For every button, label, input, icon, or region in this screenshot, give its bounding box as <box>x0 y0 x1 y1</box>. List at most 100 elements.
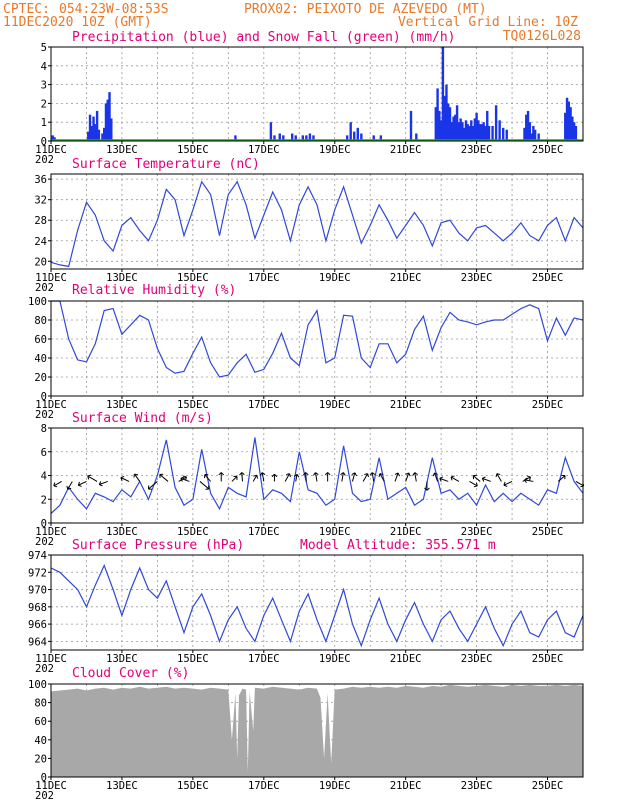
temperature-panel: 20 24 28 32 36 11DEC 13DEC 15DEC 17DEC 19DEC 21DEC… <box>34 173 584 294</box>
precip-bar <box>92 116 95 141</box>
precip-bar <box>305 135 308 141</box>
precip-bar <box>471 125 475 141</box>
header-grid-note: Vertical Grid Line: 10Z <box>398 15 578 30</box>
precip-bar <box>312 135 315 141</box>
precip-xtick-label: 25DEC <box>532 144 564 156</box>
precip-bar <box>494 105 498 141</box>
cloud-ytick-label: 60 <box>34 716 47 728</box>
temperature-xtick-label: 19DEC <box>319 272 351 284</box>
pressure-xtick-label: 23DEC <box>461 653 493 665</box>
precip-bar <box>345 135 349 141</box>
wind-arrow <box>524 477 534 484</box>
wind-arrow <box>302 472 309 482</box>
precip-bar <box>353 131 356 141</box>
precip-frame <box>50 46 584 142</box>
wind-arrow <box>159 473 169 482</box>
model-altitude: Model Altitude: 355.571 m <box>300 538 496 553</box>
pressure-xtick-label: 25DEC <box>532 653 564 665</box>
wind-arrow <box>412 472 418 482</box>
precip-bar <box>461 122 464 141</box>
humidity-year-stub: 202 <box>35 409 54 421</box>
pressure-ytick-label: 972 <box>28 567 47 579</box>
cloud-xtick-label: 19DEC <box>319 780 351 792</box>
wind-arrow <box>204 474 211 482</box>
precip-bar <box>450 122 453 141</box>
humidity-xtick-label: 19DEC <box>319 399 351 411</box>
wind-arrow <box>557 474 566 482</box>
precip-bar <box>53 137 56 141</box>
pressure-title: Surface Pressure (hPa) <box>72 538 244 553</box>
humidity-panel: 0 20 40 60 80 100 11DEC 13DEC 15DEC 17DEC 19DEC 21D… <box>28 296 584 421</box>
precip-bar <box>567 101 571 141</box>
wind-arrow <box>77 480 87 487</box>
header-date: 11DEC2020 10Z (GMT) <box>3 15 152 30</box>
cloud-panel: 0 20 40 60 80 100 11DEC 13DEC 15DEC 17DEC 19DEC 21D… <box>28 679 584 800</box>
precip-bar <box>498 120 501 141</box>
precip-bar <box>525 114 528 141</box>
precip-bar <box>533 129 537 141</box>
precip-bar <box>473 118 477 141</box>
precip-bar <box>454 114 457 141</box>
temperature-xtick-label: 13DEC <box>106 272 138 284</box>
precip-bar <box>530 133 533 141</box>
precip-bar <box>415 133 418 141</box>
wind-arrow <box>439 476 449 482</box>
wind-arrow <box>432 472 439 482</box>
precip-bar <box>308 133 312 141</box>
precip-bar <box>110 118 113 141</box>
precip-bar <box>484 125 487 141</box>
precip-panel: 0 1 2 3 4 5 11DEC 13DEC 15DEC 17DEC 19DEC 21DEC 23DE… <box>35 42 584 166</box>
precip-ytick-label: 0 <box>41 136 47 148</box>
wind-arrow <box>53 481 62 488</box>
wind-arrow <box>481 476 491 482</box>
precip-bar <box>466 124 469 141</box>
wind-ytick-label: 8 <box>41 423 47 435</box>
precip-bar <box>282 135 285 141</box>
precip-bar <box>482 122 485 141</box>
wind-arrow <box>378 473 385 482</box>
precip-bar <box>486 110 489 141</box>
temperature-ytick-label: 24 <box>34 236 47 248</box>
precip-ytick-label: 5 <box>41 42 47 54</box>
humidity-xtick-label: 15DEC <box>177 399 209 411</box>
pressure-ytick-label: 968 <box>28 602 47 614</box>
precip-bar <box>90 125 93 141</box>
temperature-xtick-label: 23DEC <box>461 272 493 284</box>
wind-xtick-label: 17DEC <box>248 526 280 538</box>
cloud-year-stub: 202 <box>35 790 54 800</box>
precip-bar <box>462 127 466 141</box>
wind-arrow <box>405 472 411 482</box>
precip-ytick-label: 2 <box>41 98 47 110</box>
humidity-xtick-label: 17DEC <box>248 399 280 411</box>
precip-bar <box>491 125 494 141</box>
humidity-xtick-label: 23DEC <box>461 399 493 411</box>
precip-xtick-label: 19DEC <box>319 144 351 156</box>
precip-xtick-label: 21DEC <box>390 144 422 156</box>
humidity-ytick-label: 100 <box>28 296 47 308</box>
temperature-xtick-label: 21DEC <box>390 272 422 284</box>
precip-bar <box>349 122 352 141</box>
wind-xtick-label: 25DEC <box>532 526 564 538</box>
precip-bar <box>104 103 108 141</box>
precip-xtick-label: 23DEC <box>461 144 493 156</box>
wind-xtick-label: 19DEC <box>319 526 351 538</box>
precip-bar <box>464 120 468 141</box>
wind-title: Surface Wind (m/s) <box>72 411 213 426</box>
wind-arrow <box>199 481 210 490</box>
pressure-ytick-label: 966 <box>28 619 47 631</box>
precip-bar <box>269 122 273 141</box>
humidity-xtick-label: 13DEC <box>106 399 138 411</box>
humidity-ytick-label: 60 <box>34 334 47 346</box>
wind-arrow <box>218 472 225 482</box>
wind-ytick-label: 4 <box>41 471 47 483</box>
precip-bar <box>572 122 576 141</box>
wind-arrow <box>147 481 158 490</box>
precip-ytick-label: 1 <box>41 117 47 129</box>
precip-bar <box>101 133 104 141</box>
precip-bar <box>537 133 540 141</box>
wind-xtick-label: 11DEC <box>35 526 67 538</box>
pressure-panel: 964 966 968 970 972 974 11DEC 13DEC 15DEC 17DEC 19… <box>28 550 584 675</box>
wind-arrow <box>503 480 513 487</box>
wind-arrow <box>495 473 502 482</box>
temperature-ytick-label: 28 <box>34 215 47 227</box>
